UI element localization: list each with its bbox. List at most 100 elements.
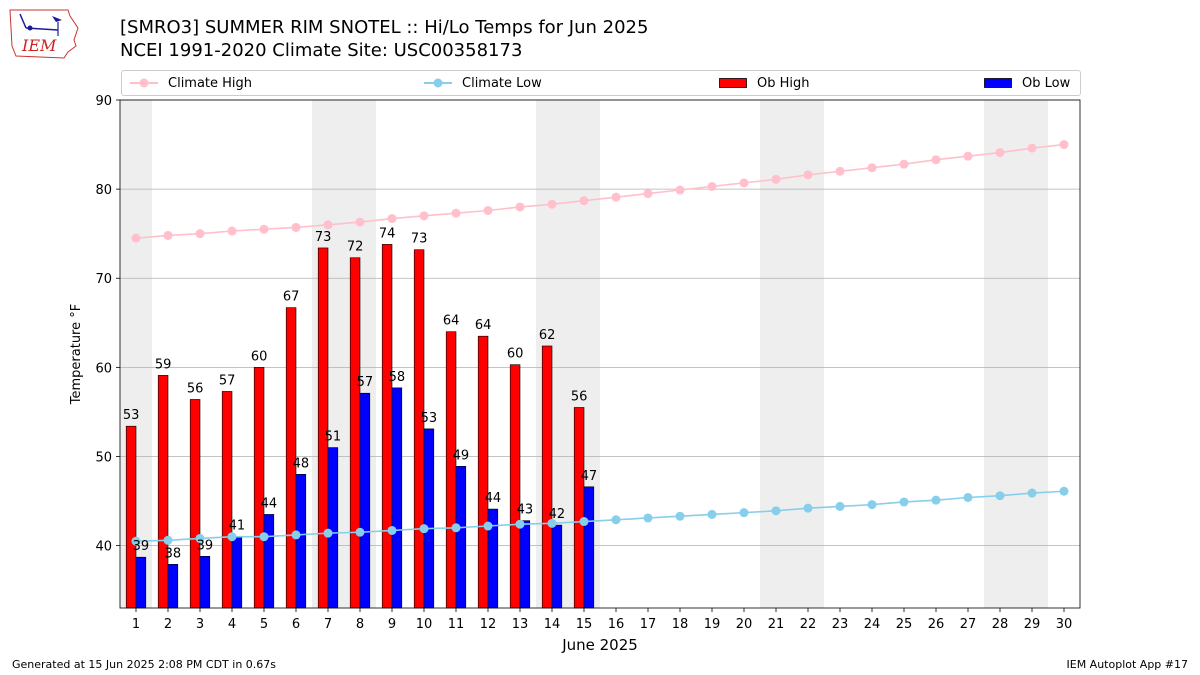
x-tick-label: 26 [928,617,945,632]
x-tick-label: 22 [800,617,817,632]
ob-low-bar [583,486,595,609]
ob-low-label: 49 [453,448,470,463]
ob-high-bar [221,391,233,609]
ob-high-label: 56 [571,389,588,404]
ob-low-bar [455,465,467,609]
ob-low-label: 51 [325,430,342,445]
weekend-band [984,100,1048,608]
ob-low-label: 48 [293,456,310,471]
ob-high-bar [157,375,169,609]
climate-low-point [387,525,397,535]
legend-climate-low: Climate Low [424,71,542,95]
legend-ob-high: Ob High [719,71,810,95]
climate-low-point [355,527,365,537]
ob-high-label: 62 [539,328,556,343]
legend-climate-low-label: Climate Low [462,75,542,91]
x-axis-label: June 2025 [561,636,638,654]
climate-high-point [963,151,973,161]
legend-ob-high-swatch [719,78,747,88]
climate-low-point [547,518,557,528]
climate-high-point [643,189,653,199]
ob-low-label: 53 [421,411,438,426]
climate-high-point [931,155,941,165]
climate-low-point [867,500,877,510]
chart-title: [SMRO3] SUMMER RIM SNOTEL :: Hi/Lo Temps… [120,17,649,38]
climate-high-point [771,174,781,184]
climate-low-point [195,533,205,543]
climate-high-line [135,143,1065,239]
x-tick-label: 8 [356,617,364,632]
ob-low-bar [327,447,339,609]
climate-high-point [355,217,365,227]
ob-high-bar [541,345,553,609]
climate-low-point [899,497,909,507]
ob-low-bar [519,520,531,609]
x-tick-label: 20 [736,617,753,632]
x-tick-label: 30 [1056,617,1073,632]
y-tick-label: 70 [95,272,112,287]
climate-low-point [131,536,141,546]
ob-low-bar [199,556,211,609]
ob-low-bar [231,536,243,609]
ob-low-label: 41 [229,519,246,534]
climate-low-point [611,515,621,525]
x-tick-label: 5 [260,617,268,632]
chart-subtitle: NCEI 1991-2020 Climate Site: USC00358173 [120,40,523,61]
ob-low-label: 44 [261,496,278,511]
ob-high-label: 57 [219,373,236,388]
ob-high-bar [509,364,521,609]
iem-logo: IEM [8,6,80,60]
ob-low-bar [295,474,307,609]
x-tick-label: 15 [576,617,593,632]
ob-high-bar [253,367,265,609]
climate-high-point [579,196,589,206]
climate-low-point [835,501,845,511]
ob-high-bar [317,247,329,609]
climate-low-point [227,532,237,542]
x-tick-label: 11 [448,617,465,632]
climate-low-point [707,509,717,519]
ob-low-label: 58 [389,370,406,385]
ob-low-bar [359,392,371,609]
climate-low-point [803,503,813,513]
x-tick-label: 19 [704,617,721,632]
x-tick-label: 4 [228,617,236,632]
x-tick-label: 23 [832,617,849,632]
legend-climate-low-swatch [424,78,452,88]
ob-low-label: 39 [133,539,150,554]
climate-low-point [675,511,685,521]
climate-low-point [483,521,493,531]
ob-low-label: 47 [581,469,598,484]
ob-low-bar [423,428,435,609]
x-tick-label: 10 [416,617,433,632]
climate-high-point [131,233,141,243]
ob-high-label: 64 [475,318,492,333]
ob-low-bar [263,514,275,609]
climate-low-point [515,519,525,529]
ob-low-label: 43 [517,503,534,518]
plot-frame [119,99,1081,609]
ob-high-label: 53 [123,408,140,423]
climate-high-point [195,229,205,239]
x-tick-label: 13 [512,617,529,632]
y-tick-label: 90 [95,94,112,109]
climate-high-point [707,181,717,191]
climate-low-point [1027,488,1037,498]
climate-high-point [867,163,877,173]
climate-low-line [135,490,1065,542]
x-tick-label: 16 [608,617,625,632]
x-tick-label: 24 [864,617,881,632]
ob-high-label: 60 [507,347,524,362]
logo-text: IEM [21,36,57,55]
climate-high-point [675,185,685,195]
x-tick-label: 2 [164,617,172,632]
climate-high-point [611,192,621,202]
generated-timestamp: Generated at 15 Jun 2025 2:08 PM CDT in … [12,658,277,671]
ob-low-bar [391,387,403,609]
ob-high-label: 67 [283,290,300,305]
climate-low-point [291,530,301,540]
ob-high-bar [445,331,457,609]
x-tick-label: 14 [544,617,561,632]
ob-low-bar [167,564,179,609]
y-axis-label: Temperature °F [69,304,84,405]
